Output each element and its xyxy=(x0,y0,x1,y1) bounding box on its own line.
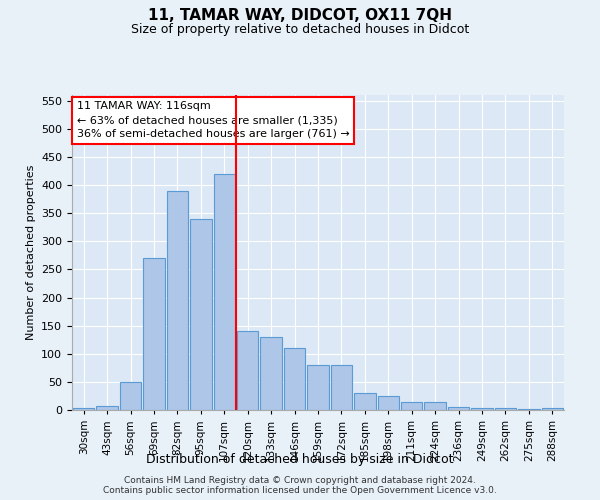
Bar xyxy=(448,407,469,410)
Bar xyxy=(143,258,165,410)
Bar xyxy=(260,337,282,410)
Text: Distribution of detached houses by size in Didcot: Distribution of detached houses by size … xyxy=(146,452,454,466)
Text: 11 TAMAR WAY: 116sqm
← 63% of detached houses are smaller (1,335)
36% of semi-de: 11 TAMAR WAY: 116sqm ← 63% of detached h… xyxy=(77,102,350,140)
Text: Size of property relative to detached houses in Didcot: Size of property relative to detached ho… xyxy=(131,22,469,36)
Text: Contains HM Land Registry data © Crown copyright and database right 2024.
Contai: Contains HM Land Registry data © Crown c… xyxy=(103,476,497,495)
Bar xyxy=(354,393,376,410)
Bar xyxy=(120,382,142,410)
Bar xyxy=(542,408,563,410)
Text: 11, TAMAR WAY, DIDCOT, OX11 7QH: 11, TAMAR WAY, DIDCOT, OX11 7QH xyxy=(148,8,452,22)
Bar xyxy=(494,408,516,410)
Bar xyxy=(331,365,352,410)
Bar xyxy=(73,408,94,410)
Y-axis label: Number of detached properties: Number of detached properties xyxy=(26,165,35,340)
Bar xyxy=(190,219,212,410)
Bar xyxy=(97,406,118,410)
Bar xyxy=(377,396,399,410)
Bar xyxy=(284,348,305,410)
Bar xyxy=(237,331,259,410)
Bar xyxy=(518,409,539,410)
Bar xyxy=(167,190,188,410)
Bar xyxy=(401,402,422,410)
Bar xyxy=(214,174,235,410)
Bar xyxy=(424,402,446,410)
Bar xyxy=(471,408,493,410)
Bar xyxy=(307,365,329,410)
